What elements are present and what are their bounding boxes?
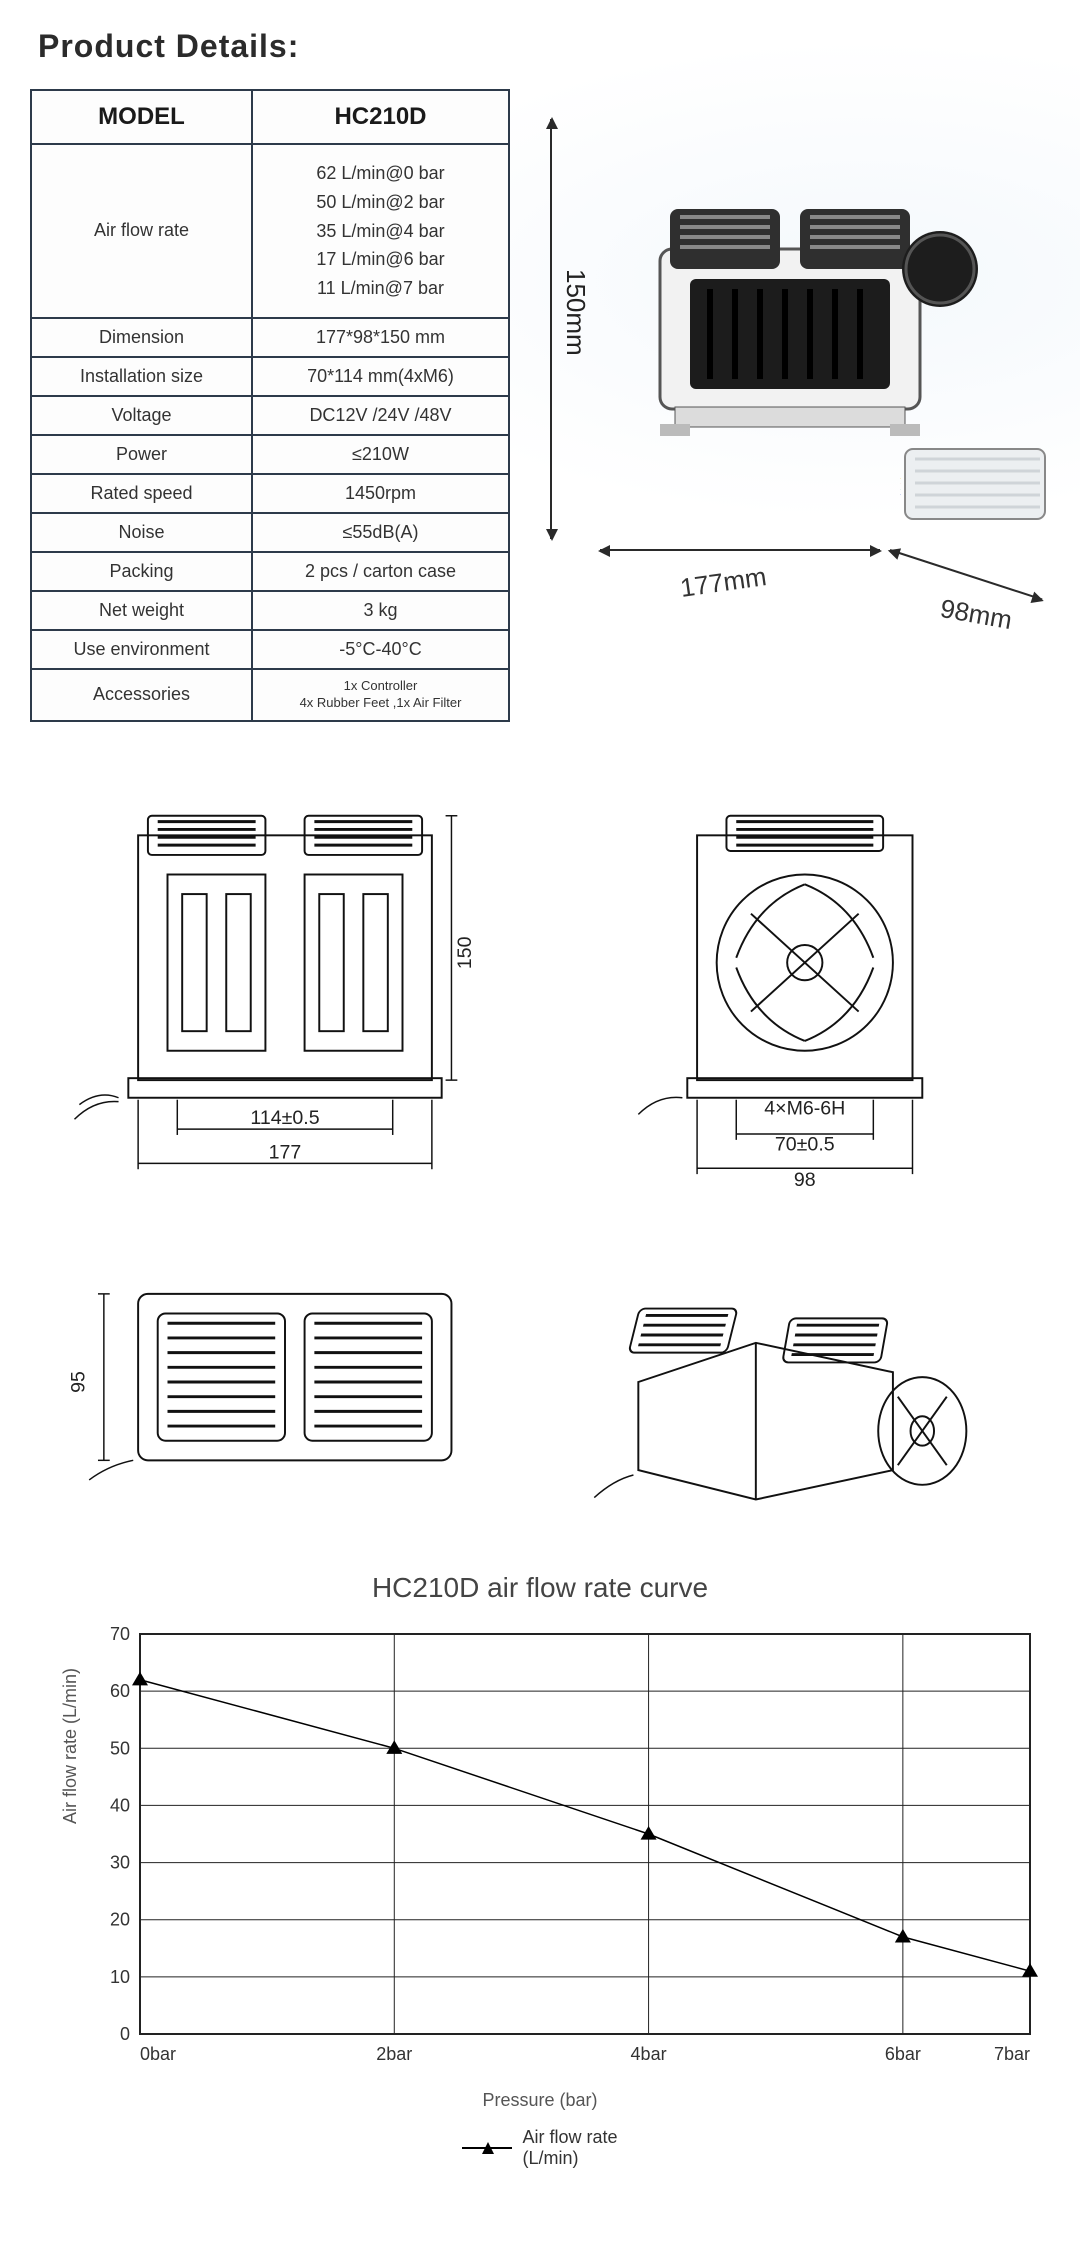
svg-text:177: 177: [269, 1141, 302, 1163]
svg-text:70: 70: [110, 1624, 130, 1644]
engineering-drawings: 150 114±0.5 177: [30, 782, 1050, 1532]
spec-label: Accessories: [31, 669, 252, 721]
svg-text:10: 10: [110, 1967, 130, 1987]
controller-illustration: [900, 429, 1060, 539]
chart-legend: Air flow rate (L/min): [70, 2127, 1010, 2170]
svg-text:114±0.5: 114±0.5: [250, 1107, 319, 1129]
dim-height-label: 150mm: [560, 269, 591, 356]
svg-text:20: 20: [110, 1909, 130, 1929]
drawing-iso: [560, 1232, 1030, 1532]
svg-text:98: 98: [794, 1169, 816, 1191]
th-model: MODEL: [31, 90, 252, 144]
svg-text:95: 95: [67, 1371, 89, 1393]
spec-label: Voltage: [31, 396, 252, 435]
drawing-side: 4×M6-6H 70±0.5 98: [560, 782, 1030, 1202]
svg-text:50: 50: [110, 1738, 130, 1758]
spec-label: Dimension: [31, 318, 252, 357]
table-row: Rated speed1450rpm: [31, 474, 509, 513]
spec-value: 1x Controller 4x Rubber Feet ,1x Air Fil…: [252, 669, 509, 721]
spec-value: ≤210W: [252, 435, 509, 474]
y-axis-label: Air flow rate (L/min): [60, 1668, 81, 1824]
spec-value: 1450rpm: [252, 474, 509, 513]
svg-text:60: 60: [110, 1681, 130, 1701]
table-row: Use environment-5°C-40°C: [31, 630, 509, 669]
th-value: HC210D: [252, 90, 509, 144]
spec-value: DC12V /24V /48V: [252, 396, 509, 435]
table-row: Dimension177*98*150 mm: [31, 318, 509, 357]
drawing-top: 95: [50, 1232, 520, 1532]
svg-text:0: 0: [120, 2024, 130, 2044]
svg-text:30: 30: [110, 1852, 130, 1872]
svg-text:150: 150: [454, 936, 476, 969]
spec-value: ≤55dB(A): [252, 513, 509, 552]
svg-text:6bar: 6bar: [885, 2044, 921, 2064]
spec-value: 177*98*150 mm: [252, 318, 509, 357]
spec-label: Use environment: [31, 630, 252, 669]
svg-text:7bar: 7bar: [994, 2044, 1030, 2064]
spec-value: 2 pcs / carton case: [252, 552, 509, 591]
spec-label: Power: [31, 435, 252, 474]
dim-depth-label: 98mm: [938, 593, 1015, 636]
svg-text:70±0.5: 70±0.5: [775, 1133, 835, 1155]
spec-value: 3 kg: [252, 591, 509, 630]
product-figure: 150mm: [540, 89, 1050, 649]
spec-label: Net weight: [31, 591, 252, 630]
airflow-chart: Air flow rate (L/min) 0102030405060700ba…: [70, 1624, 1050, 2084]
drawing-front: 150 114±0.5 177: [50, 782, 520, 1202]
svg-text:4bar: 4bar: [631, 2044, 667, 2064]
spec-label: Installation size: [31, 357, 252, 396]
page-title: Product Details:: [38, 28, 1050, 65]
chart-title: HC210D air flow rate curve: [70, 1572, 1010, 1604]
table-row: Noise≤55dB(A): [31, 513, 509, 552]
svg-text:0bar: 0bar: [140, 2044, 176, 2064]
spec-label: Rated speed: [31, 474, 252, 513]
spec-value: -5°C-40°C: [252, 630, 509, 669]
table-row: Net weight3 kg: [31, 591, 509, 630]
svg-text:4×M6-6H: 4×M6-6H: [764, 1097, 845, 1119]
table-row: VoltageDC12V /24V /48V: [31, 396, 509, 435]
spec-value: 70*114 mm(4xM6): [252, 357, 509, 396]
table-row: Packing2 pcs / carton case: [31, 552, 509, 591]
table-row: Power≤210W: [31, 435, 509, 474]
table-row: Accessories1x Controller 4x Rubber Feet …: [31, 669, 509, 721]
legend-label: Air flow rate (L/min): [522, 2127, 617, 2170]
table-row: Installation size70*114 mm(4xM6): [31, 357, 509, 396]
svg-text:40: 40: [110, 1795, 130, 1815]
table-row: Air flow rate62 L/min@0 bar 50 L/min@2 b…: [31, 144, 509, 318]
x-axis-label: Pressure (bar): [70, 2090, 1010, 2111]
specs-table: MODEL HC210D Air flow rate62 L/min@0 bar…: [30, 89, 510, 722]
spec-label: Packing: [31, 552, 252, 591]
dim-width-label: 177mm: [678, 561, 768, 604]
spec-label: Air flow rate: [31, 144, 252, 318]
svg-text:2bar: 2bar: [376, 2044, 412, 2064]
spec-value: 62 L/min@0 bar 50 L/min@2 bar 35 L/min@4…: [252, 144, 509, 318]
spec-label: Noise: [31, 513, 252, 552]
